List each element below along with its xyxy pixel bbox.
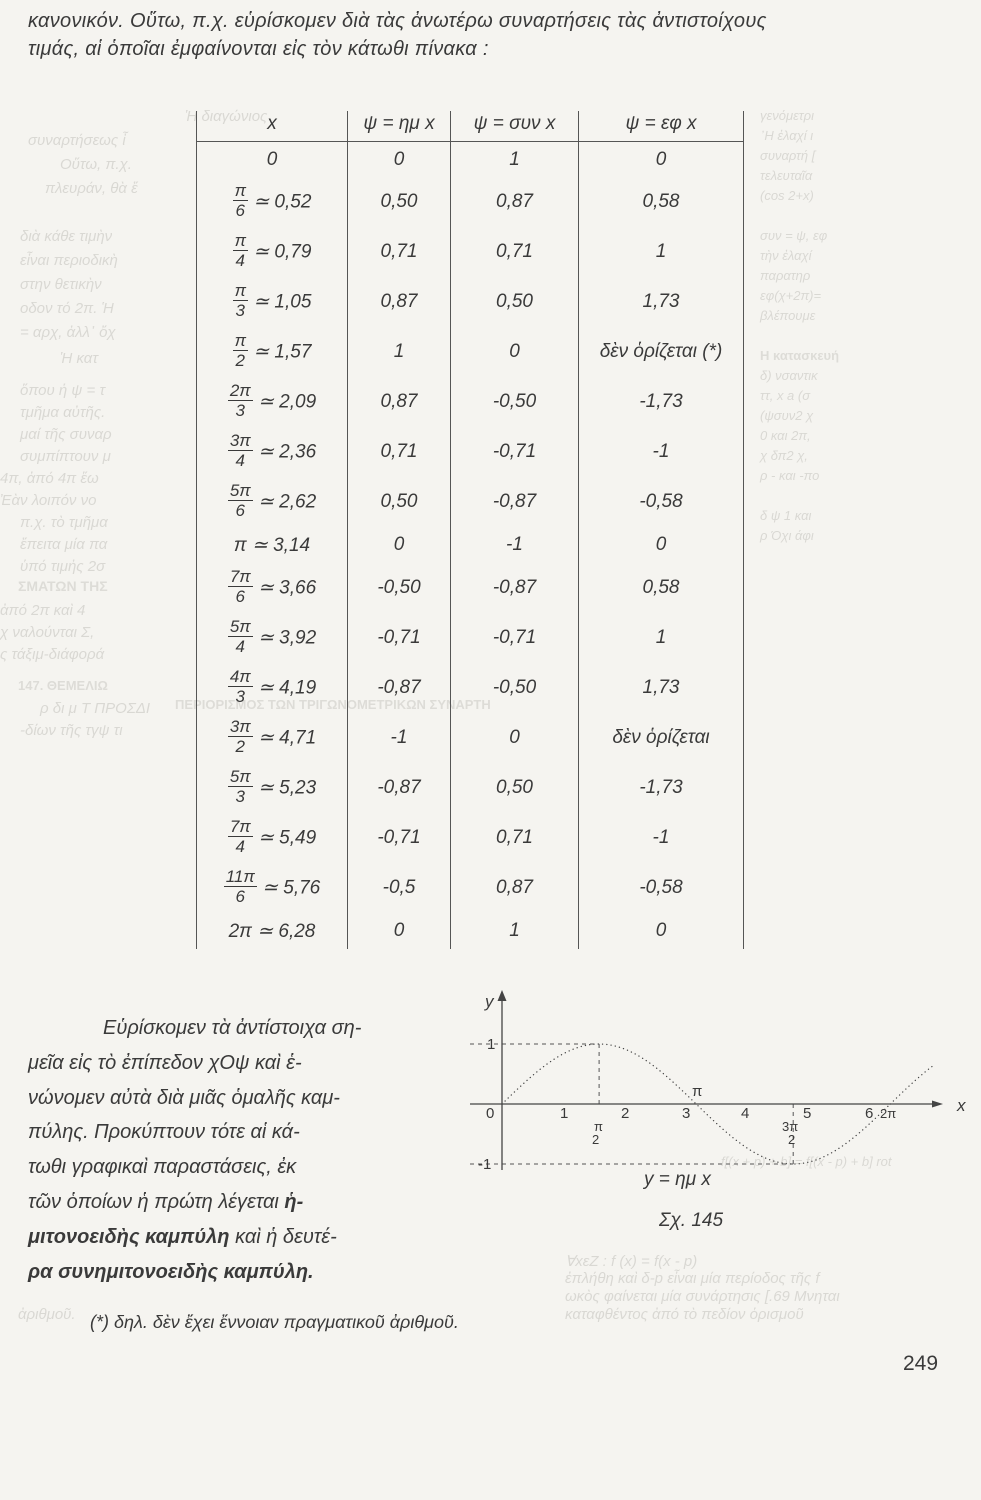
svg-text:-1: -1	[478, 1156, 491, 1173]
svg-text:2π: 2π	[880, 1106, 896, 1121]
svg-text:0: 0	[486, 1105, 494, 1122]
svg-text:2: 2	[788, 1132, 795, 1147]
svg-text:y: y	[484, 992, 495, 1011]
svg-text:π: π	[692, 1083, 702, 1100]
svg-text:4: 4	[741, 1105, 749, 1122]
svg-text:2: 2	[592, 1132, 599, 1147]
svg-text:x: x	[956, 1096, 966, 1115]
svg-text:y = ημ x: y = ημ x	[642, 1169, 712, 1190]
svg-text:6: 6	[865, 1105, 873, 1122]
svg-text:1: 1	[487, 1036, 495, 1053]
svg-text:5: 5	[803, 1105, 811, 1122]
svg-text:2: 2	[621, 1105, 629, 1122]
svg-text:3: 3	[682, 1105, 690, 1122]
svg-text:1: 1	[560, 1105, 568, 1122]
